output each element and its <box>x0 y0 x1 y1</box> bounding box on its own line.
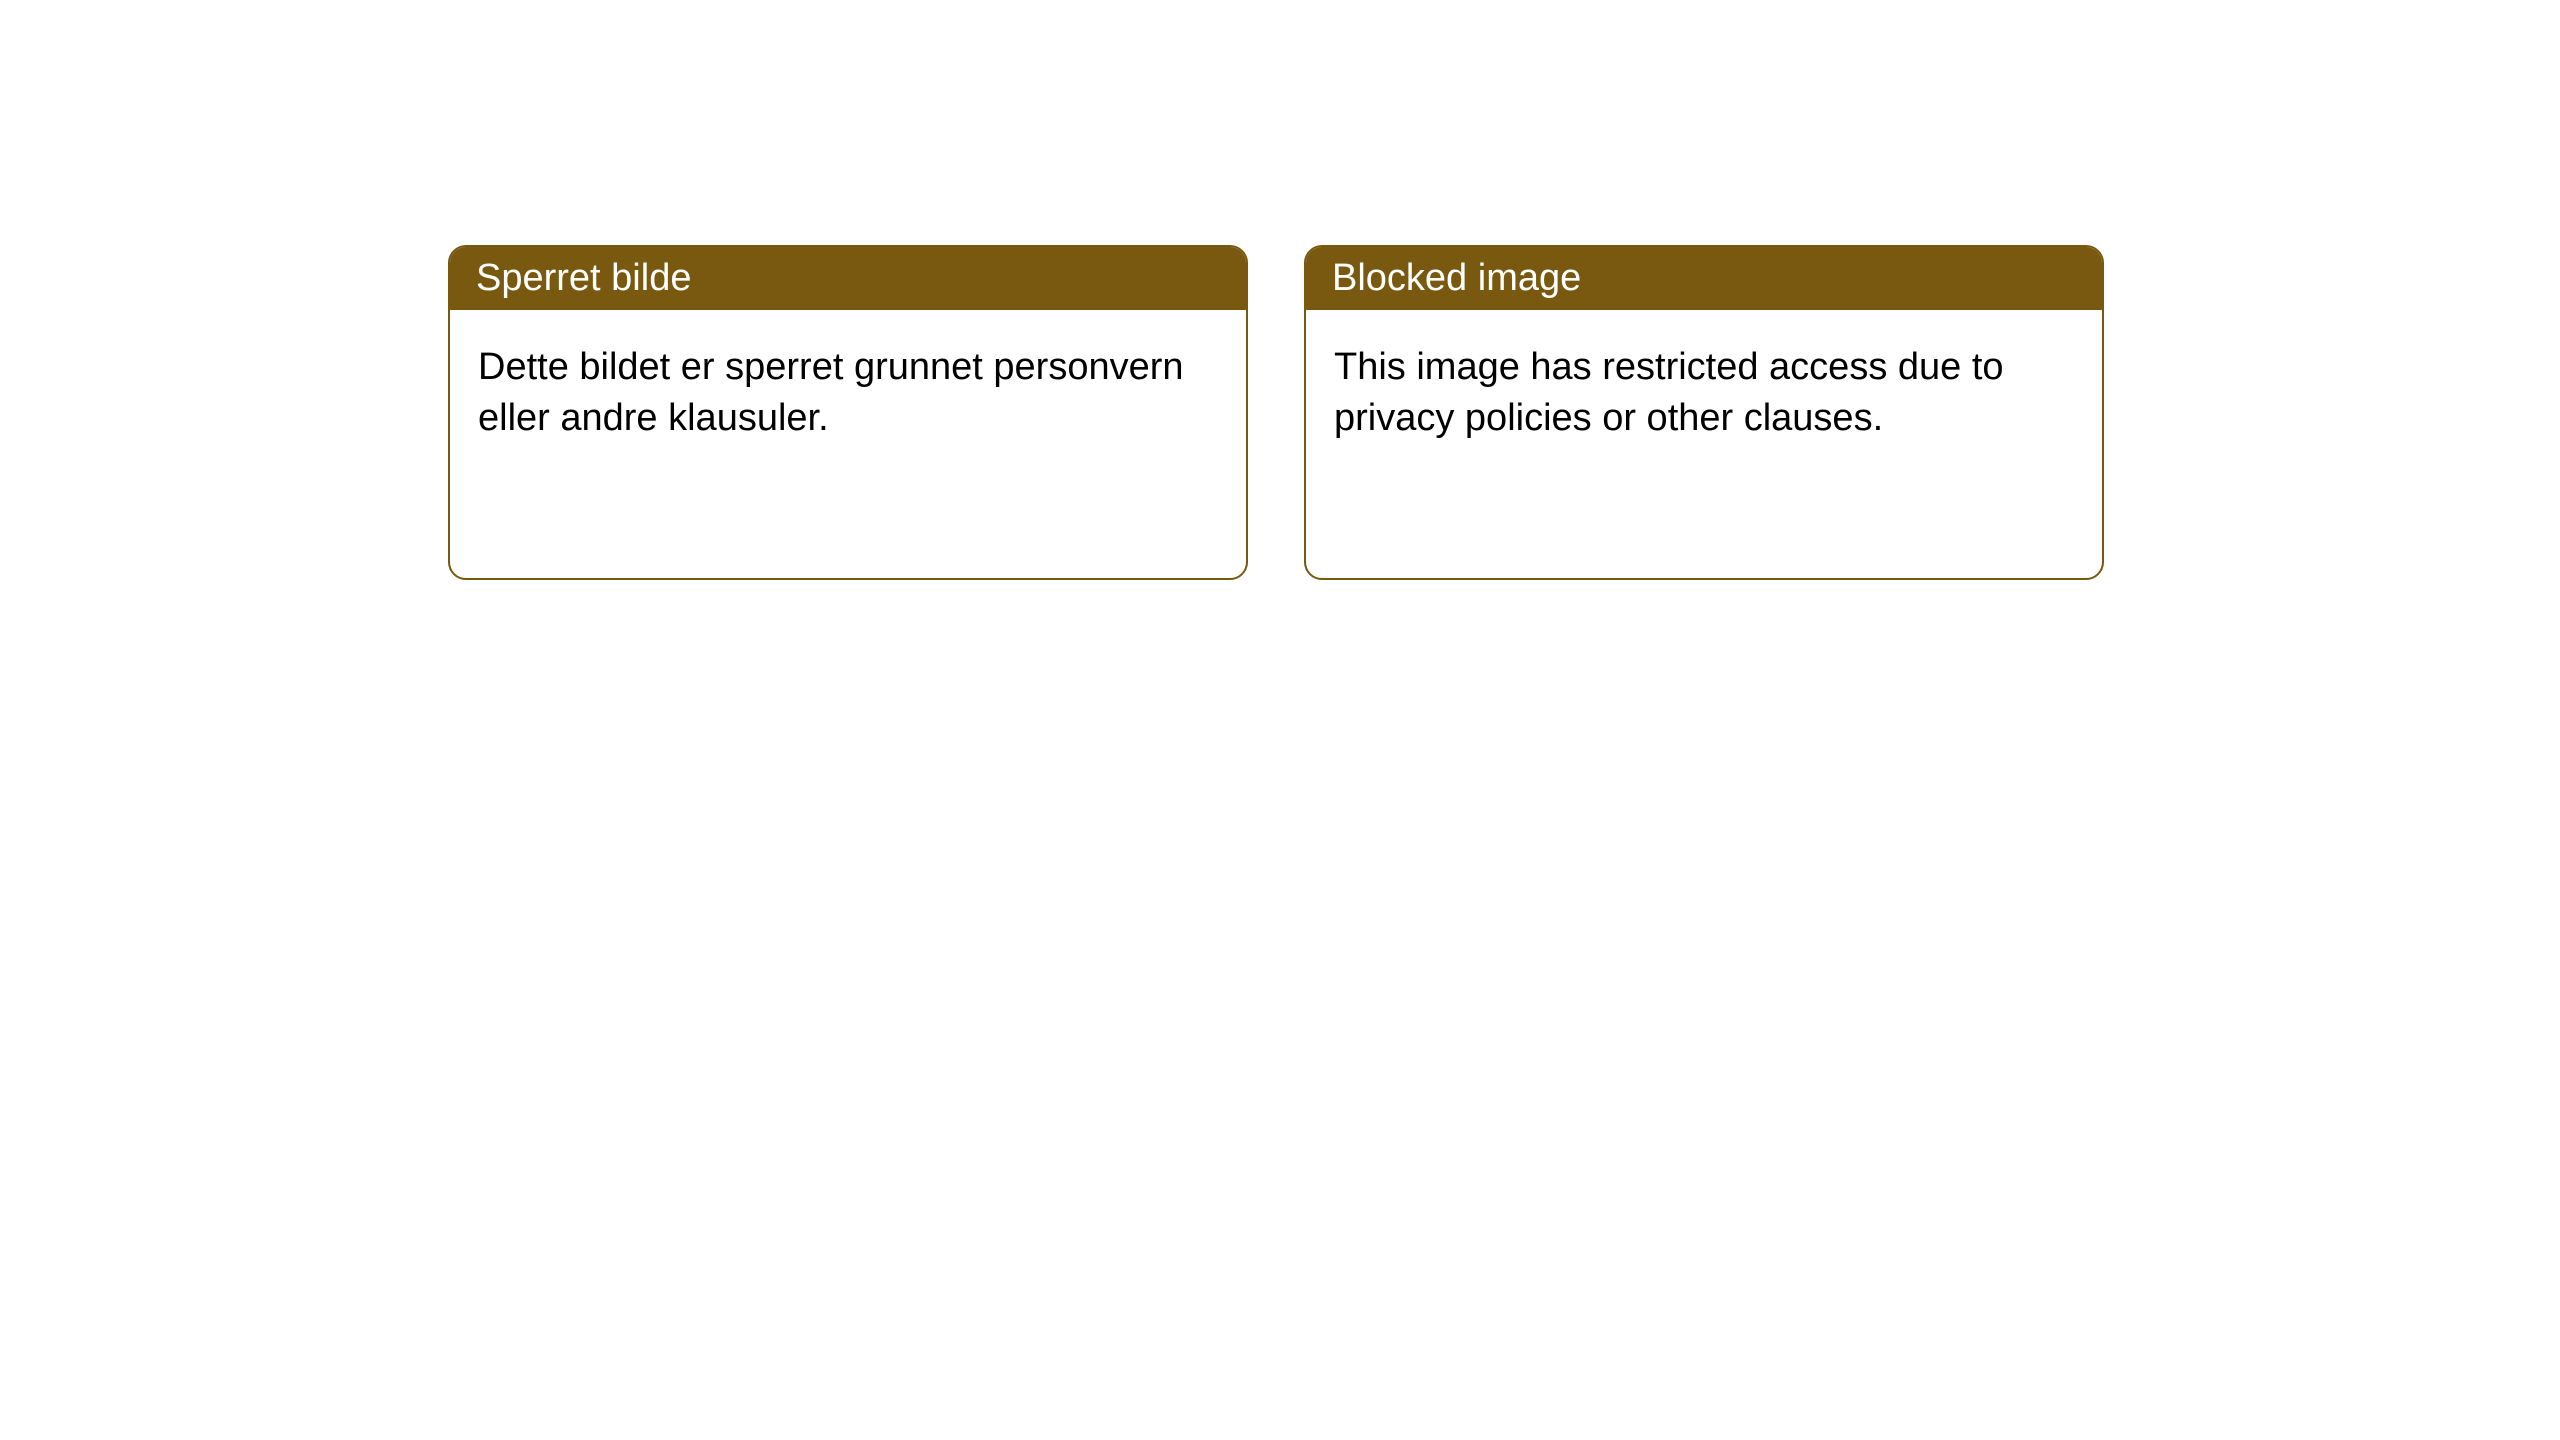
notice-body-text: This image has restricted access due to … <box>1334 346 2004 439</box>
notice-title: Sperret bilde <box>476 257 691 299</box>
notice-body: Dette bildet er sperret grunnet personve… <box>450 310 1246 477</box>
notice-title: Blocked image <box>1332 257 1581 299</box>
notice-body-text: Dette bildet er sperret grunnet personve… <box>478 346 1184 439</box>
notice-header: Sperret bilde <box>450 247 1246 310</box>
notice-container: Sperret bilde Dette bildet er sperret gr… <box>448 245 2104 580</box>
notice-body: This image has restricted access due to … <box>1306 310 2102 477</box>
notice-card-english: Blocked image This image has restricted … <box>1304 245 2104 580</box>
notice-header: Blocked image <box>1306 247 2102 310</box>
notice-card-norwegian: Sperret bilde Dette bildet er sperret gr… <box>448 245 1248 580</box>
